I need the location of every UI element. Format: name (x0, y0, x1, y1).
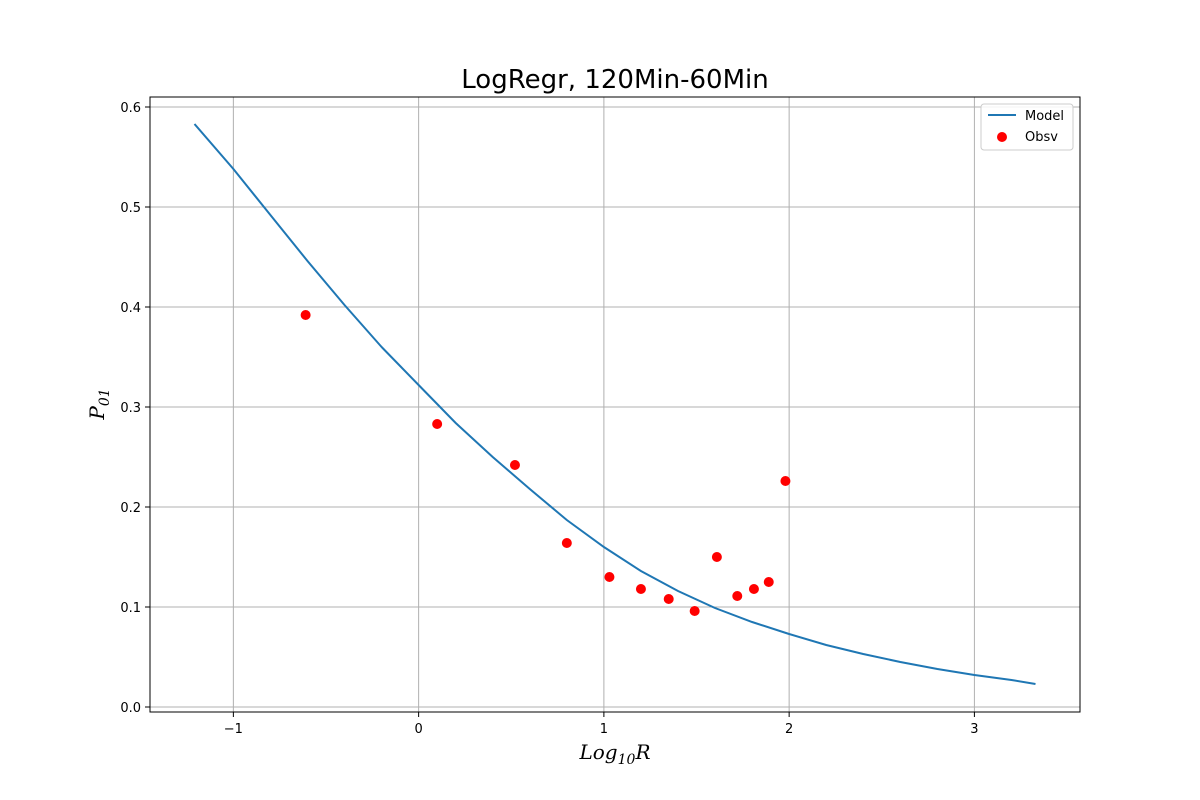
obsv-point (780, 476, 791, 486)
obsv-point (561, 538, 572, 548)
x-tick-label: 3 (970, 722, 978, 737)
x-axis-label-base: Log (578, 740, 617, 764)
obsv-point (711, 552, 722, 562)
y-tick-label: 0.1 (120, 601, 141, 616)
y-axis-label-sub: 01 (97, 388, 113, 406)
grid (150, 97, 1080, 712)
x-axis-label-rest: R (634, 740, 650, 764)
y-tick-label: 0.5 (120, 201, 141, 216)
y-tick-label: 0.6 (120, 101, 141, 116)
obsv-point (663, 594, 674, 604)
x-axis-label: Log10R (578, 740, 650, 768)
y-tick-label: 0.2 (120, 501, 141, 516)
obsv-point (604, 572, 615, 582)
y-axis-label-base: P (85, 406, 109, 421)
legend-obsv-swatch (997, 132, 1007, 142)
obsv-point (635, 584, 646, 594)
y-tick-label: 0.4 (120, 301, 141, 316)
y-tick-label: 0.0 (120, 701, 141, 716)
obsv-point (689, 606, 700, 616)
model-series (193, 123, 1036, 685)
x-tick-label: 0 (414, 722, 422, 737)
x-axis-label-sub: 10 (618, 752, 636, 768)
obsv-point (300, 310, 311, 320)
model-line (193, 123, 1036, 685)
y-axis-ticks: 0.0 0.1 0.2 0.3 0.4 0.5 0.6 (120, 101, 150, 716)
x-axis-ticks: −1 0 1 2 3 (224, 712, 979, 737)
obsv-series (300, 310, 791, 616)
x-tick-label: −1 (224, 722, 243, 737)
chart-title: LogRegr, 120Min-60Min (461, 65, 768, 95)
obsv-point (748, 584, 759, 594)
legend: Model Obsv (980, 103, 1074, 151)
legend-obsv-label: Obsv (1025, 130, 1058, 145)
legend-model-label: Model (1025, 109, 1064, 124)
x-tick-label: 1 (600, 722, 608, 737)
plot-area-frame (149, 96, 1081, 713)
obsv-point (432, 419, 443, 429)
y-tick-label: 0.3 (120, 401, 141, 416)
obsv-point (732, 591, 743, 601)
y-axis-label: P01 (85, 388, 113, 420)
obsv-point (509, 460, 520, 470)
obsv-point (763, 577, 774, 587)
x-tick-label: 2 (785, 722, 793, 737)
